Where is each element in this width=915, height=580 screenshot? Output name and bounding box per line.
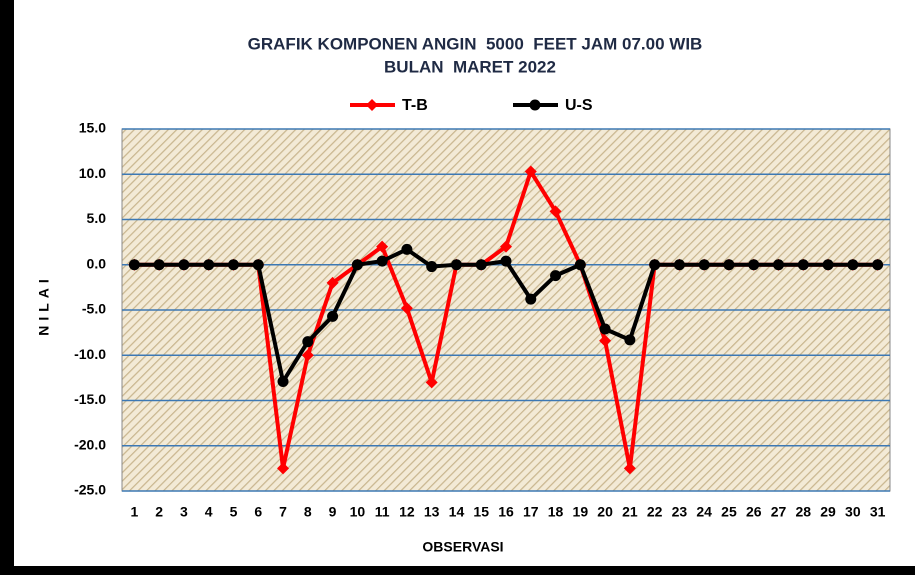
y-tick-label: -20.0 — [74, 436, 106, 452]
marker — [599, 323, 611, 335]
marker — [599, 334, 612, 347]
x-tick-label: 17 — [523, 504, 539, 520]
x-tick-label: 13 — [424, 504, 440, 520]
x-tick-label: 20 — [597, 504, 613, 520]
marker — [748, 259, 760, 271]
x-tick-label: 18 — [548, 504, 564, 520]
x-tick-label: 31 — [870, 504, 886, 520]
marker — [872, 259, 884, 271]
y-tick-label: -15.0 — [74, 391, 106, 407]
marker — [623, 462, 636, 475]
marker — [475, 259, 487, 271]
x-tick-label: 26 — [746, 504, 762, 520]
x-tick-label: 22 — [647, 504, 663, 520]
y-tick-label: -10.0 — [74, 346, 106, 362]
x-tick-label: 24 — [696, 504, 712, 520]
x-tick-label: 9 — [329, 504, 337, 520]
marker — [327, 310, 339, 322]
y-tick-label: -25.0 — [74, 482, 106, 498]
marker — [649, 259, 661, 271]
legend-label: T-B — [402, 97, 428, 114]
x-tick-label: 6 — [254, 504, 262, 520]
marker — [128, 259, 140, 271]
marker — [400, 302, 413, 315]
marker — [376, 240, 389, 253]
marker — [549, 205, 562, 218]
x-tick-label: 7 — [279, 504, 287, 520]
chart-subtitle: BULAN MARET 2022 — [384, 57, 556, 76]
x-tick-label: 11 — [375, 504, 390, 520]
marker — [425, 376, 438, 389]
x-tick-label: 12 — [399, 504, 415, 520]
x-tick-label: 30 — [845, 504, 861, 520]
marker — [351, 259, 363, 271]
legend-marker — [529, 99, 541, 111]
marker — [525, 293, 537, 305]
legend-marker — [366, 99, 378, 111]
marker — [847, 259, 859, 271]
x-tick-label: 19 — [573, 504, 589, 520]
y-tick-label: 10.0 — [79, 165, 106, 181]
marker — [277, 462, 290, 475]
x-tick-label: 27 — [771, 504, 787, 520]
x-tick-label: 15 — [473, 504, 489, 520]
marker — [574, 259, 586, 271]
x-tick-label: 14 — [449, 504, 465, 520]
marker — [822, 259, 834, 271]
marker — [624, 334, 636, 346]
x-tick-label: 4 — [205, 504, 213, 520]
y-axis-label: NILAI — [36, 274, 52, 336]
marker — [550, 270, 562, 282]
marker — [326, 276, 339, 289]
marker — [500, 255, 512, 267]
marker — [698, 259, 710, 271]
marker — [227, 259, 239, 271]
x-tick-label: 25 — [721, 504, 737, 520]
marker — [302, 336, 314, 348]
chart-title: GRAFIK KOMPONEN ANGIN 5000 FEET JAM 07.0… — [248, 34, 703, 53]
legend-label: U-S — [565, 97, 593, 114]
y-tick-label: 5.0 — [87, 210, 107, 226]
marker — [450, 259, 462, 271]
marker — [277, 375, 289, 387]
y-tick-label: 0.0 — [87, 255, 107, 271]
marker — [376, 255, 388, 267]
marker — [723, 259, 735, 271]
marker — [203, 259, 215, 271]
marker — [524, 165, 537, 178]
marker — [301, 349, 314, 362]
marker — [252, 259, 264, 271]
x-tick-label: 21 — [622, 504, 638, 520]
marker — [797, 259, 809, 271]
marker — [673, 259, 685, 271]
marker — [178, 259, 190, 271]
x-tick-label: 23 — [672, 504, 688, 520]
x-tick-label: 16 — [498, 504, 514, 520]
x-tick-label: 28 — [796, 504, 812, 520]
marker — [153, 259, 165, 271]
x-axis-label: OBSERVASI — [422, 539, 503, 555]
x-tick-label: 8 — [304, 504, 312, 520]
marker — [773, 259, 785, 271]
x-tick-label: 3 — [180, 504, 188, 520]
y-tick-label: -5.0 — [82, 301, 106, 317]
x-tick-label: 2 — [155, 504, 163, 520]
x-tick-label: 1 — [130, 504, 138, 520]
x-tick-label: 10 — [350, 504, 366, 520]
x-tick-label: 29 — [820, 504, 836, 520]
marker — [426, 261, 438, 273]
marker — [401, 243, 413, 255]
y-tick-label: 15.0 — [79, 120, 106, 136]
marker — [500, 240, 512, 253]
x-tick-label: 5 — [230, 504, 238, 520]
